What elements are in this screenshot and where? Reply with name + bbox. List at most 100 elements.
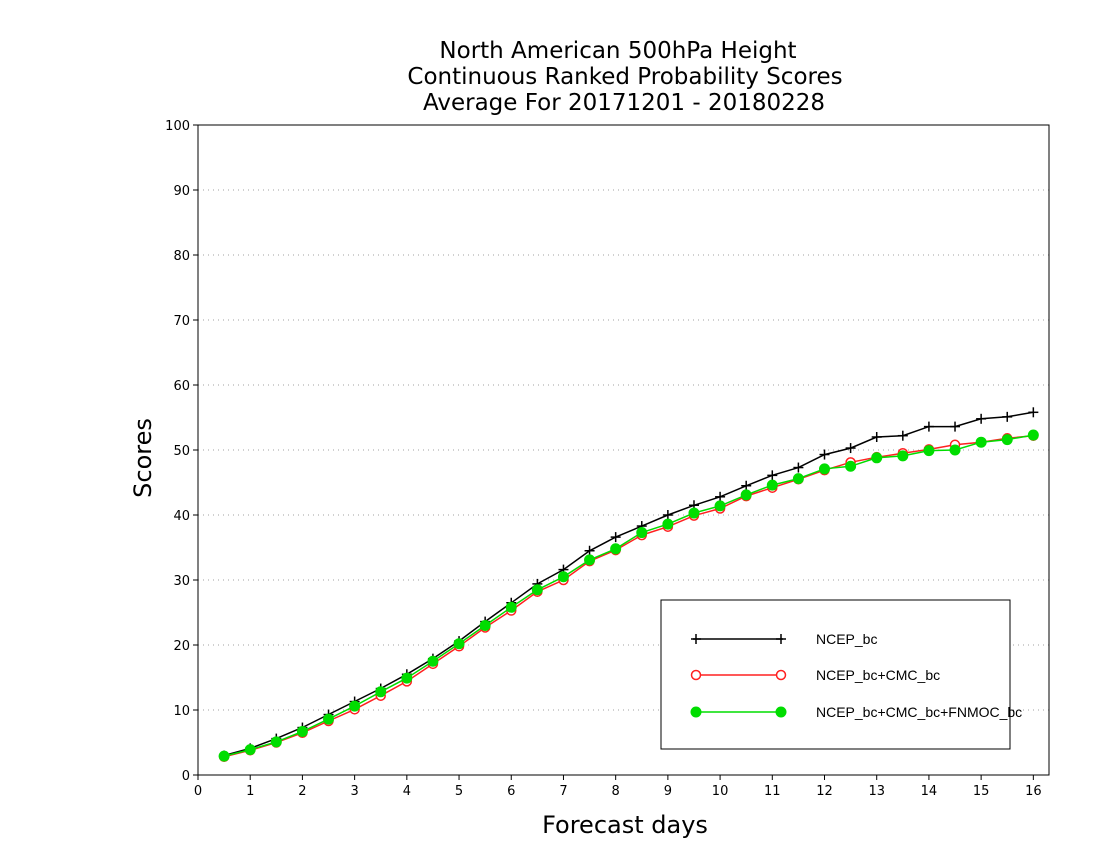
y-tick-label-0: 0 — [182, 769, 190, 784]
series-2-point-11 — [505, 601, 517, 613]
series-0-point-17 — [662, 510, 673, 520]
legend-marker-start-1 — [690, 669, 702, 681]
y-tick-label-70: 70 — [173, 314, 190, 329]
series-2-point-13 — [557, 571, 569, 583]
series-2-point-5 — [349, 700, 361, 712]
series-2-point-2 — [270, 736, 282, 748]
series-0-point-31 — [1028, 407, 1039, 418]
x-tick-label-14: 14 — [921, 784, 938, 799]
series-2-point-10 — [479, 620, 491, 631]
series-2-point-0 — [218, 750, 230, 762]
series-2-point-4 — [323, 713, 335, 725]
series-0-point-27 — [923, 421, 934, 432]
x-tick-label-1: 1 — [246, 784, 254, 799]
legend-label-2: NCEP_bc+CMC_bc+FNMOC_bc — [816, 704, 1022, 720]
y-tick-label-100: 100 — [165, 119, 190, 134]
series-2-point-22 — [792, 473, 804, 485]
legend-label-1: NCEP_bc+CMC_bc — [816, 667, 940, 683]
x-tick-label-10: 10 — [712, 784, 729, 799]
x-tick-label-6: 6 — [507, 784, 515, 799]
series-2-point-1 — [244, 744, 256, 756]
x-tick-label-16: 16 — [1025, 784, 1042, 799]
legend-entry-1: NCEP_bc+CMC_bc — [690, 667, 940, 683]
series-2-point-20 — [740, 489, 752, 501]
series-2-point-29 — [975, 436, 987, 448]
y-tick-label-40: 40 — [173, 509, 190, 524]
series-2-point-19 — [714, 500, 726, 512]
series-2-point-31 — [1027, 429, 1039, 441]
y-axis-title: Scores — [129, 418, 157, 498]
y-tick-label-10: 10 — [173, 704, 190, 719]
x-tick-label-0: 0 — [194, 784, 202, 799]
x-tick-label-3: 3 — [350, 784, 358, 799]
x-axis-title: Forecast days — [542, 811, 708, 839]
x-tick-label-2: 2 — [298, 784, 306, 799]
x-tick-label-4: 4 — [403, 784, 411, 799]
legend-marker-start-0 — [691, 634, 701, 644]
series-2-point-21 — [766, 479, 778, 491]
series-2-point-16 — [636, 527, 648, 539]
legend-marker-end-0 — [776, 634, 786, 644]
series-0-point-24 — [845, 443, 856, 454]
y-tick-label-90: 90 — [173, 184, 190, 199]
chart-title: North American 500hPa Height Continuous … — [407, 38, 842, 116]
x-tick-label-13: 13 — [868, 784, 885, 799]
chart-title-line-2: Continuous Ranked Probability Scores — [407, 64, 842, 90]
series-2-point-30 — [1001, 434, 1013, 446]
x-tick-label-7: 7 — [559, 784, 567, 799]
series-2-point-23 — [819, 463, 831, 475]
series-0-point-19 — [715, 491, 726, 502]
series-0-point-23 — [819, 449, 830, 460]
series-2-point-17 — [662, 518, 674, 530]
chart-title-line-3: Average For 20171201 - 20180228 — [423, 90, 825, 116]
series-2-point-6 — [375, 686, 387, 698]
x-tick-label-8: 8 — [612, 784, 620, 799]
legend-entry-0: NCEP_bc — [691, 631, 877, 647]
x-tick-label-12: 12 — [816, 784, 833, 799]
gridlines — [198, 189, 1049, 711]
series-2-point-27 — [923, 445, 935, 457]
series-2-point-24 — [845, 460, 857, 472]
series-2-point-12 — [531, 584, 543, 596]
series-2-point-26 — [897, 450, 909, 462]
y-tick-label-50: 50 — [173, 444, 190, 459]
y-tick-label-80: 80 — [173, 249, 190, 264]
y-tick-label-60: 60 — [173, 379, 190, 394]
series-lines — [218, 407, 1039, 763]
legend-label-0: NCEP_bc — [816, 631, 877, 647]
legend-marker-end-1 — [775, 669, 787, 681]
series-2-point-15 — [610, 543, 622, 555]
legend-entry-2: NCEP_bc+CMC_bc+FNMOC_bc — [690, 704, 1022, 720]
x-tick-label-15: 15 — [973, 784, 990, 799]
series-2-point-18 — [688, 507, 700, 519]
series-0-point-30 — [1002, 411, 1013, 422]
x-tick-label-9: 9 — [664, 784, 672, 799]
legend-marker-start-2 — [690, 706, 702, 718]
series-0-point-26 — [897, 430, 908, 441]
series-2-point-7 — [401, 672, 413, 684]
series-2-point-25 — [871, 452, 883, 464]
x-tick-label-5: 5 — [455, 784, 463, 799]
series-2-point-8 — [427, 655, 439, 667]
x-tick-label-11: 11 — [764, 784, 781, 799]
y-tick-label-30: 30 — [173, 574, 190, 589]
series-0-point-29 — [976, 413, 987, 424]
chart-title-line-1: North American 500hPa Height — [439, 38, 796, 64]
series-2-point-3 — [296, 725, 308, 737]
legend: NCEP_bc NCEP_bc+CMC_bc NCEP_bc+CMC_bc+FNMO… — [660, 599, 1022, 750]
series-0-point-28 — [950, 421, 961, 432]
series-0-point-20 — [741, 480, 752, 491]
y-tick-label-20: 20 — [173, 639, 190, 654]
legend-marker-end-2 — [775, 706, 787, 718]
series-0-point-22 — [793, 462, 804, 473]
series-2-point-14 — [584, 554, 596, 566]
series-0-point-21 — [767, 470, 778, 481]
series-2 — [218, 429, 1039, 762]
series-0-point-25 — [871, 432, 882, 442]
series-2-point-9 — [453, 638, 465, 650]
series-2-point-28 — [949, 444, 961, 456]
series-0-point-15 — [610, 532, 621, 543]
series-0-point-14 — [584, 545, 595, 556]
